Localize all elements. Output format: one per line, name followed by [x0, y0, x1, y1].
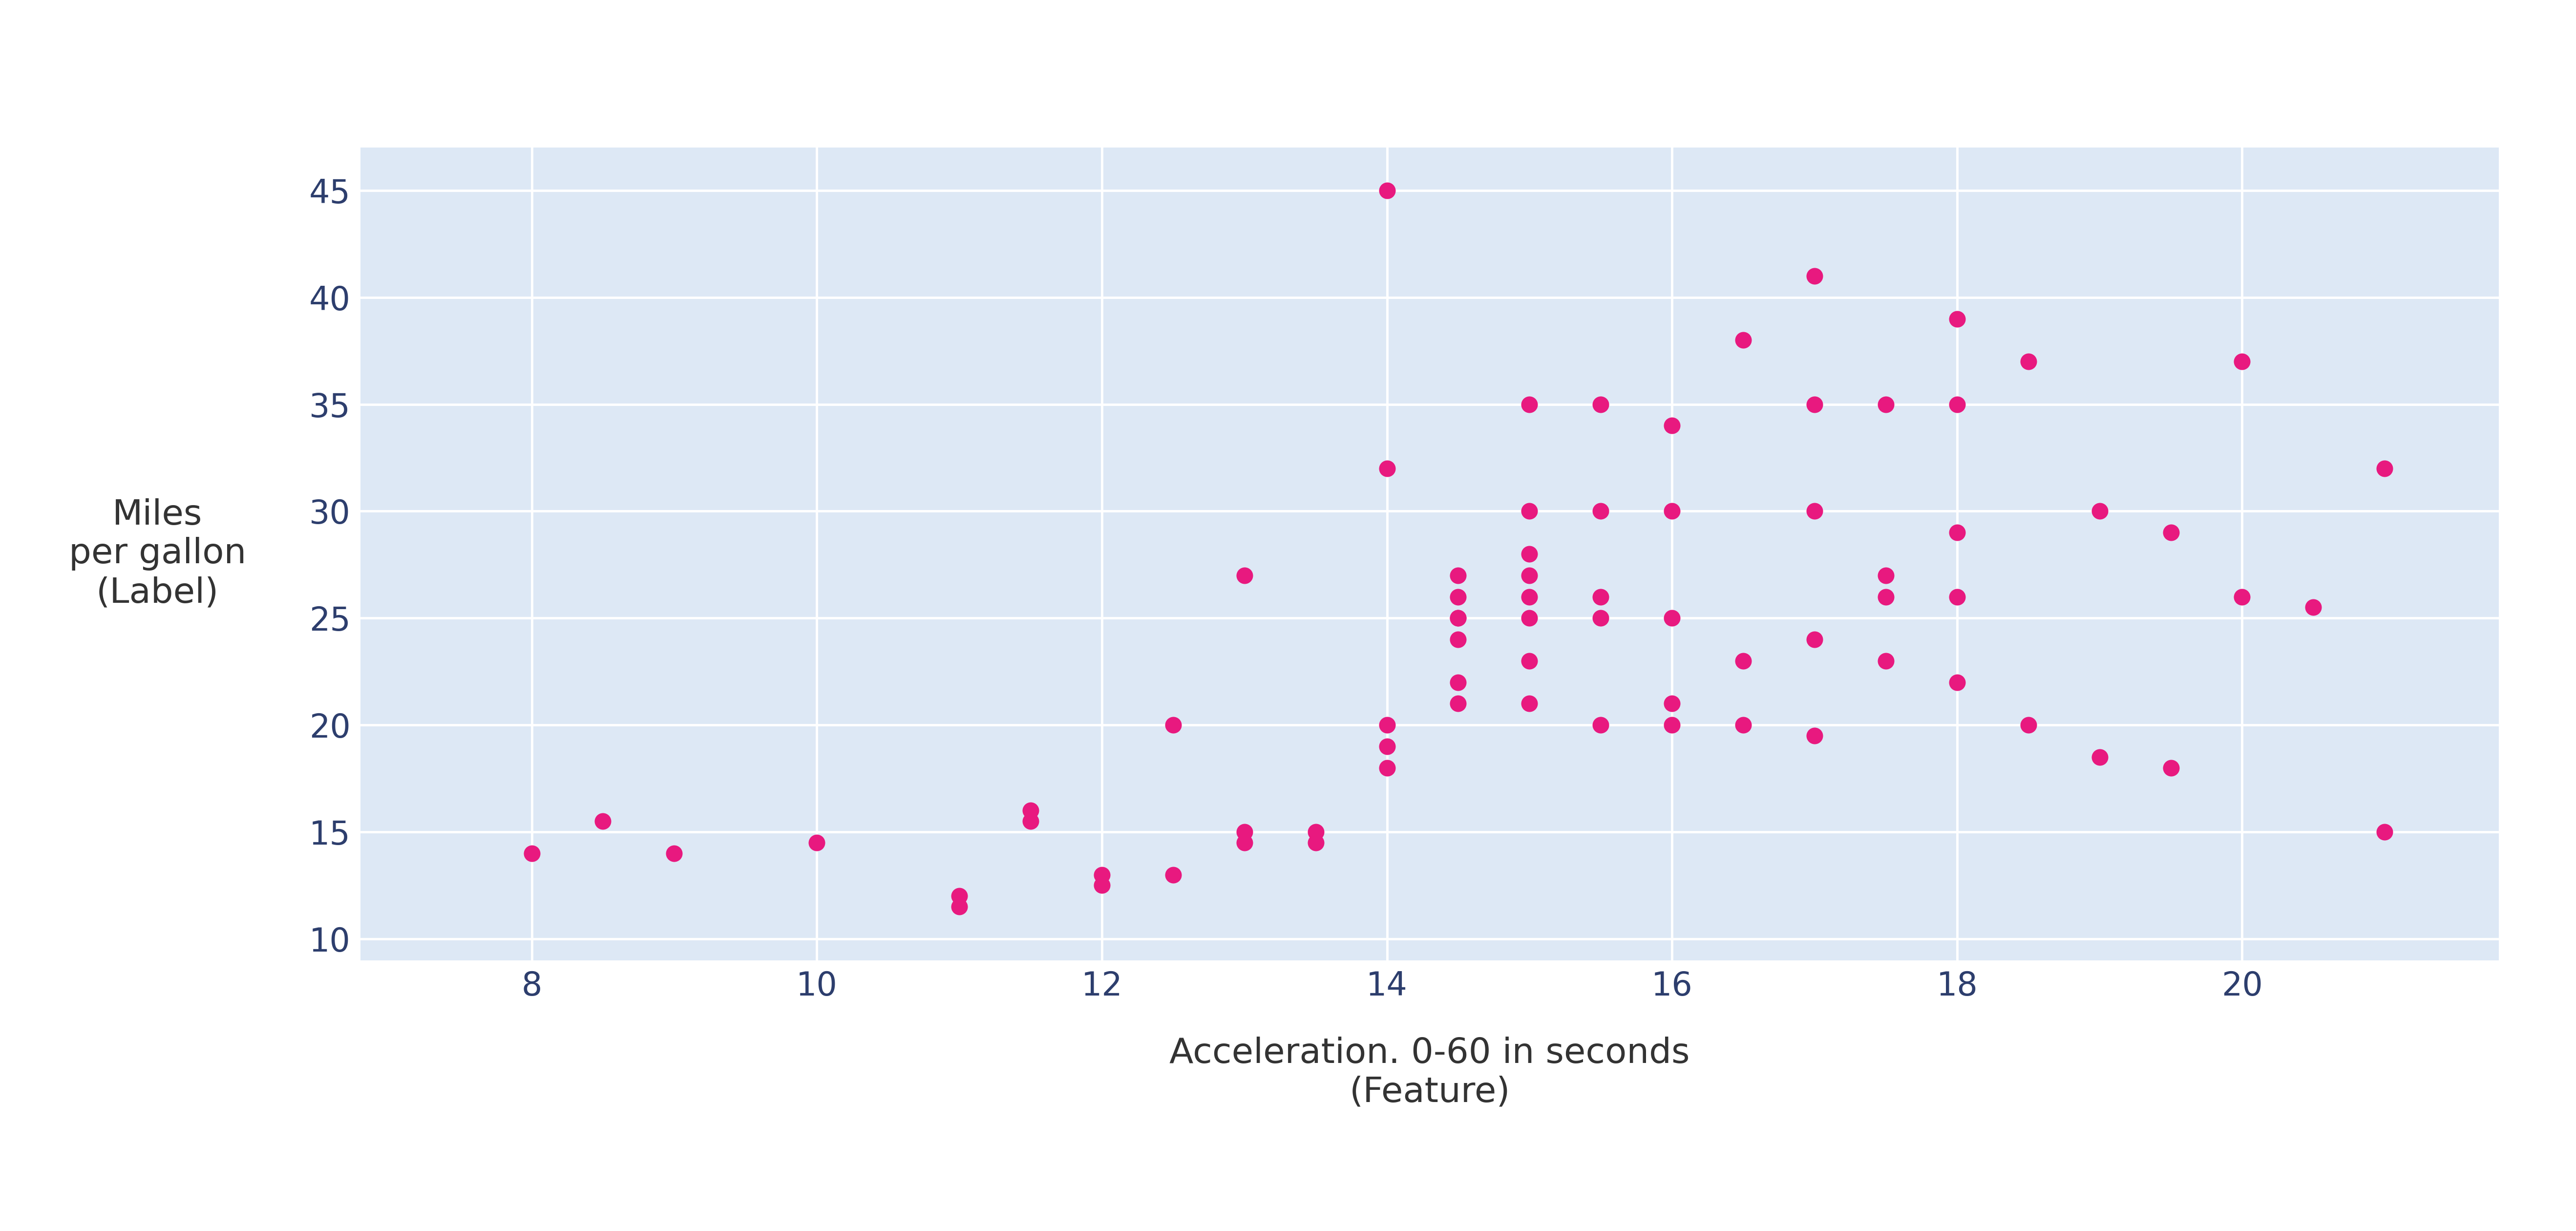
Point [1510, 651, 1551, 671]
Point [1937, 309, 1978, 329]
Point [2365, 459, 2406, 479]
Point [1793, 726, 1834, 746]
Point [2151, 758, 2192, 778]
Point [1437, 587, 1479, 607]
Point [1510, 565, 1551, 585]
Point [1510, 694, 1551, 714]
Point [1082, 865, 1123, 885]
Y-axis label: Miles
per gallon
(Label): Miles per gallon (Label) [70, 499, 247, 609]
Point [2151, 523, 2192, 543]
Point [1437, 608, 1479, 628]
Point [1937, 587, 1978, 607]
Point [2221, 352, 2262, 372]
Point [1865, 587, 1906, 607]
Point [1865, 565, 1906, 585]
Point [1865, 394, 1906, 414]
Point [1151, 865, 1193, 885]
Point [1510, 587, 1551, 607]
Point [1365, 459, 1406, 479]
Point [1937, 672, 1978, 692]
Point [2293, 597, 2334, 617]
Point [1937, 523, 1978, 543]
Point [1793, 394, 1834, 414]
Point [1937, 394, 1978, 414]
Point [1865, 651, 1906, 671]
Point [938, 897, 979, 917]
Point [1151, 715, 1193, 735]
Point [1224, 565, 1265, 585]
Point [1224, 822, 1265, 842]
Point [1793, 629, 1834, 649]
Point [1651, 501, 1692, 521]
Point [796, 832, 837, 852]
Point [1510, 394, 1551, 414]
Point [1579, 608, 1620, 628]
Point [582, 811, 623, 831]
Point [1010, 811, 1051, 831]
Point [1365, 181, 1406, 201]
Point [654, 843, 696, 863]
Point [1579, 501, 1620, 521]
Point [1793, 266, 1834, 286]
Point [1651, 694, 1692, 714]
Point [1510, 608, 1551, 628]
Point [1579, 394, 1620, 414]
Point [510, 843, 551, 863]
Point [1651, 416, 1692, 436]
Point [1723, 330, 1765, 350]
X-axis label: Acceleration. 0-60 in seconds
(Feature): Acceleration. 0-60 in seconds (Feature) [1170, 1037, 1690, 1109]
Point [1437, 565, 1479, 585]
Point [1510, 544, 1551, 564]
Point [1437, 672, 1479, 692]
Point [1224, 832, 1265, 852]
Point [1437, 608, 1479, 628]
Point [1365, 715, 1406, 735]
Point [2079, 501, 2120, 521]
Point [1082, 875, 1123, 895]
Point [1437, 629, 1479, 649]
Point [1296, 822, 1337, 842]
Point [1365, 758, 1406, 778]
Point [1651, 608, 1692, 628]
Point [2007, 715, 2048, 735]
Point [2079, 747, 2120, 767]
Point [1723, 715, 1765, 735]
Point [1793, 501, 1834, 521]
Point [1510, 501, 1551, 521]
Point [2221, 587, 2262, 607]
Point [1296, 832, 1337, 852]
Point [1579, 587, 1620, 607]
Point [2007, 352, 2048, 372]
Point [938, 886, 979, 906]
Point [1651, 715, 1692, 735]
Point [1010, 800, 1051, 820]
Point [1365, 736, 1406, 756]
Point [1437, 694, 1479, 714]
Point [2365, 822, 2406, 842]
Point [1579, 715, 1620, 735]
Point [1723, 651, 1765, 671]
